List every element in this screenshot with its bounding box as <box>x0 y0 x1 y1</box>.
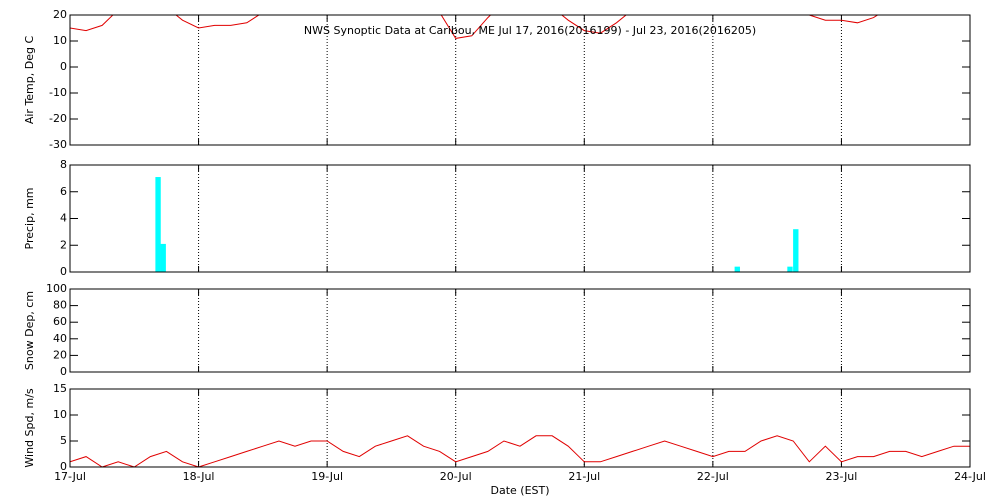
y-tick-label: 2 <box>60 238 67 251</box>
bar <box>793 229 799 272</box>
y-axis-label: Snow Dep, cm <box>23 291 36 370</box>
y-tick-label: 40 <box>53 332 67 345</box>
y-tick-label: 8 <box>60 158 67 171</box>
x-tick-label: 24-Jul <box>954 470 986 483</box>
y-tick-label: 20 <box>53 8 67 21</box>
y-tick-label: 0 <box>60 365 67 378</box>
chart-title: NWS Synoptic Data at Caribou, ME Jul 17,… <box>304 24 756 37</box>
y-tick-label: 20 <box>53 348 67 361</box>
bar <box>155 177 161 272</box>
x-tick-label: 19-Jul <box>311 470 343 483</box>
y-tick-label: 10 <box>53 408 67 421</box>
y-tick-label: 60 <box>53 315 67 328</box>
y-tick-label: -10 <box>49 86 67 99</box>
plot-frame <box>69 388 971 468</box>
plot-frame <box>69 164 971 273</box>
y-tick-label: 0 <box>60 265 67 278</box>
x-tick-label: 18-Jul <box>183 470 215 483</box>
line <box>70 435 970 467</box>
x-tick-label: 22-Jul <box>697 470 729 483</box>
y-tick-label: 5 <box>60 434 67 447</box>
bar <box>787 266 793 272</box>
y-tick-label: 6 <box>60 185 67 198</box>
y-tick-label: 10 <box>53 34 67 47</box>
y-tick-label: 80 <box>53 299 67 312</box>
x-tick-label: 20-Jul <box>440 470 472 483</box>
bar <box>734 266 740 272</box>
y-tick-label: -20 <box>49 112 67 125</box>
x-tick-label: 23-Jul <box>825 470 857 483</box>
line <box>70 15 879 39</box>
y-tick-label: 4 <box>60 212 67 225</box>
y-axis-label: Air Temp, Deg C <box>23 36 36 125</box>
y-tick-label: 15 <box>53 382 67 395</box>
y-axis-label: Wind Spd, m/s <box>23 388 36 468</box>
x-tick-label: 21-Jul <box>568 470 600 483</box>
x-axis-label: Date (EST) <box>490 484 549 497</box>
y-tick-label: 0 <box>60 60 67 73</box>
y-tick-label: 100 <box>46 282 67 295</box>
y-tick-label: -30 <box>49 138 67 151</box>
x-tick-label: 17-Jul <box>54 470 86 483</box>
y-axis-label: Precip, mm <box>23 188 36 250</box>
bar <box>160 243 166 272</box>
plot-frame <box>69 288 971 373</box>
y-tick-label: 0 <box>60 460 67 473</box>
plot-frame <box>69 14 971 146</box>
